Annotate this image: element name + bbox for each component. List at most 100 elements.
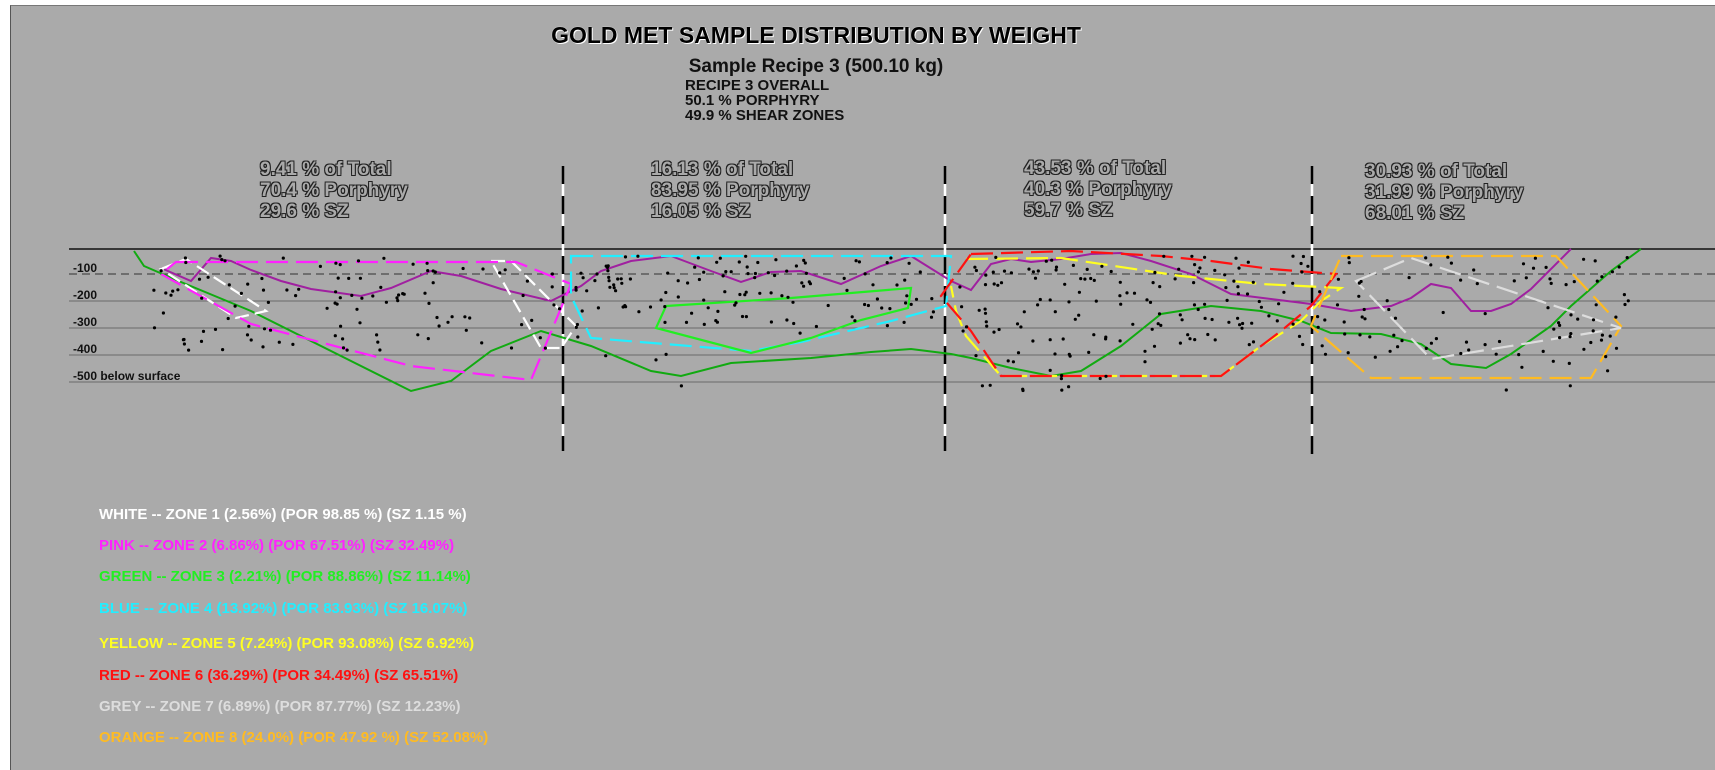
sample-point	[991, 270, 995, 274]
depth-label-400: -400	[73, 342, 98, 356]
sample-point	[803, 261, 807, 265]
sample-point	[1323, 318, 1327, 322]
sample-point	[1548, 277, 1552, 281]
sample-point	[1063, 282, 1067, 286]
sample-point	[1424, 346, 1428, 350]
sample-point	[1363, 317, 1367, 321]
sample-point	[997, 327, 1001, 332]
sample-point	[744, 315, 749, 319]
sample-point	[1067, 385, 1071, 389]
sample-point	[1145, 298, 1149, 302]
section-1-sz: 29.6 % SZ	[260, 201, 349, 222]
sample-point	[909, 302, 913, 306]
sample-point	[227, 283, 231, 287]
sample-point	[261, 288, 266, 292]
sample-point	[176, 288, 180, 292]
sample-point	[1196, 307, 1200, 312]
sample-point	[530, 318, 534, 322]
sample-point	[769, 320, 774, 324]
sample-point	[435, 315, 439, 320]
sample-point	[690, 311, 694, 315]
sample-point	[1192, 281, 1196, 285]
cross-section-plot	[69, 166, 1715, 461]
sample-point	[197, 277, 202, 281]
blue-zone-4	[569, 254, 953, 353]
sample-point	[538, 336, 542, 340]
sample-point	[1567, 361, 1571, 365]
sample-point	[686, 281, 690, 285]
sample-point	[743, 293, 747, 297]
sample-point	[706, 306, 710, 310]
sample-point	[1173, 277, 1177, 281]
sample-point	[1316, 325, 1320, 329]
sample-point	[481, 267, 485, 271]
sample-point	[1085, 267, 1089, 271]
sample-point	[1396, 345, 1400, 349]
sample-point	[1247, 343, 1251, 347]
sample-point	[663, 320, 667, 324]
sample-point	[1131, 322, 1135, 326]
sample-point	[905, 294, 909, 298]
sample-point	[1594, 303, 1598, 307]
sample-point	[1087, 350, 1091, 354]
sample-point	[902, 320, 906, 324]
sample-point	[958, 285, 962, 289]
sample-point	[334, 261, 338, 265]
sample-point	[1048, 298, 1052, 302]
sample-point	[579, 271, 583, 275]
sample-point	[1044, 259, 1048, 263]
sample-point	[425, 261, 429, 265]
sample-point	[450, 315, 454, 319]
sample-point	[1119, 302, 1123, 306]
sample-point	[509, 346, 514, 350]
sample-point	[857, 260, 862, 264]
sample-point	[182, 342, 186, 346]
sample-point	[1336, 277, 1340, 281]
sample-point	[1564, 283, 1568, 287]
sample-point	[395, 296, 399, 300]
sample-point	[758, 291, 762, 295]
sample-point	[1100, 264, 1104, 268]
sample-point	[1158, 285, 1162, 289]
sample-point	[992, 330, 996, 334]
sample-point	[1626, 299, 1630, 303]
sample-point	[1257, 299, 1261, 304]
sample-point	[261, 345, 265, 349]
sample-point	[218, 254, 222, 258]
sample-point	[1342, 320, 1346, 324]
sample-point	[318, 264, 322, 268]
sample-point	[620, 281, 624, 285]
sample-point	[676, 295, 680, 299]
sample-point	[696, 256, 700, 260]
sample-point	[1193, 263, 1197, 267]
sample-point	[358, 321, 362, 325]
pink-zone-2	[159, 260, 573, 382]
sample-point	[184, 260, 188, 265]
sample-point	[623, 255, 628, 259]
sample-point	[904, 301, 908, 305]
sample-point	[791, 300, 795, 304]
sample-point	[1446, 255, 1450, 259]
sample-point	[1582, 347, 1586, 351]
sample-point	[1132, 291, 1137, 295]
sample-point	[1299, 261, 1303, 266]
sample-point	[1599, 338, 1604, 342]
sample-point	[1475, 282, 1479, 286]
sample-point	[983, 283, 988, 287]
sample-point	[604, 264, 608, 268]
sample-point	[341, 337, 345, 341]
sample-point	[1593, 259, 1597, 263]
sample-point	[1323, 352, 1328, 356]
sample-point	[773, 273, 777, 278]
sample-point	[221, 348, 225, 352]
sample-point	[199, 339, 204, 343]
sample-point	[800, 281, 804, 285]
sample-point	[575, 322, 580, 327]
sample-point	[608, 285, 612, 289]
sample-point	[1400, 339, 1404, 343]
sample-point	[581, 276, 585, 280]
sample-point	[676, 279, 680, 283]
sample-point	[1504, 388, 1508, 392]
sample-point	[1236, 285, 1240, 289]
sample-point	[423, 291, 427, 295]
